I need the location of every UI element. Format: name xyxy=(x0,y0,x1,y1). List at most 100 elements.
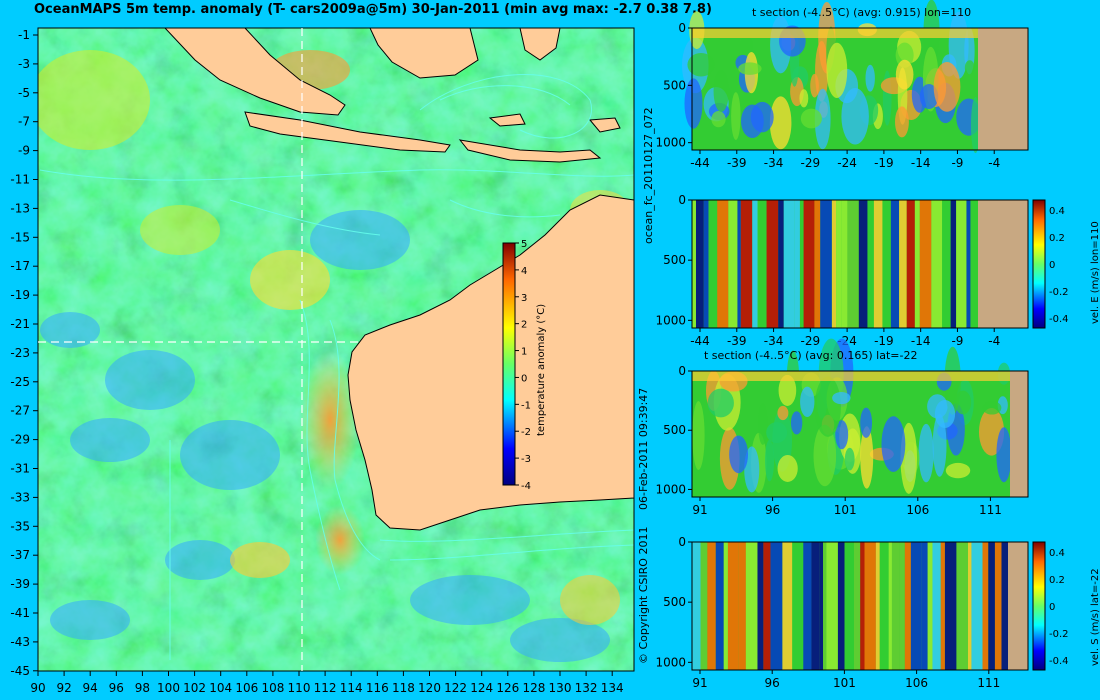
section-x-tick-label: -34 xyxy=(764,156,784,170)
land-mask xyxy=(1010,371,1028,497)
velocity-colorbar-tick-label: -0.4 xyxy=(1049,314,1069,325)
depth-tick-label: 0 xyxy=(678,364,686,378)
lat-tick-label: -33 xyxy=(10,490,30,504)
section-x-tick-label: -34 xyxy=(764,334,784,348)
section-x-tick-label: 91 xyxy=(692,676,707,690)
velocity-colorbar-tick-label: 0.2 xyxy=(1049,575,1065,586)
lon-tick-label: 102 xyxy=(183,681,206,695)
velocity-colorbar-tick-label: 0 xyxy=(1049,260,1055,271)
lat-tick-label: -17 xyxy=(10,259,30,273)
lon-tick-label: 96 xyxy=(109,681,124,695)
section-x-tick-label: -19 xyxy=(874,156,894,170)
section-panel-4: 0 500 1000 91 96 101 106 111 0.4 0.2 0 -0.2 -0.4 vel.… xyxy=(655,535,1100,690)
copyright-label: © Copyright CSIRO 2011 xyxy=(637,526,650,664)
section-x-tick-label: -29 xyxy=(801,156,821,170)
lat-tick-label: -1 xyxy=(18,28,30,42)
depth-tick-label: 0 xyxy=(678,193,686,207)
map-colorbar-label: temperature anomaly (°C) xyxy=(536,304,547,436)
land-mask xyxy=(1008,542,1028,670)
warm-anomaly-patches xyxy=(38,50,630,625)
depth-tick-label: 500 xyxy=(663,78,686,92)
section-x-tick-label: 111 xyxy=(977,676,1000,690)
panel-3-title: t section (-4..5°C) (avg: 0.165) lat=-22 xyxy=(704,349,918,362)
section-x-tick-label: -44 xyxy=(690,156,710,170)
velocity-colorbar-tick-label: -0.2 xyxy=(1049,287,1069,298)
velocity-colorbar xyxy=(1032,541,1046,671)
velocity-colorbar-tick-label: -0.4 xyxy=(1049,656,1069,667)
map-colorbar-tick-label: -3 xyxy=(521,454,531,465)
lat-tick-label: -21 xyxy=(10,317,30,331)
section-x-tick-label: 101 xyxy=(833,676,856,690)
lon-tick-label: 118 xyxy=(392,681,415,695)
land-mask xyxy=(978,28,1028,150)
section-x-tick-label: -9 xyxy=(951,334,963,348)
lon-tick-label: 104 xyxy=(209,681,232,695)
velocity-colorbar-label: vel. E (m/s) lon=110 xyxy=(1090,221,1100,324)
section-x-tick-label: -39 xyxy=(727,156,747,170)
lon-tick-label: 98 xyxy=(135,681,150,695)
section-x-tick-label: -24 xyxy=(837,156,857,170)
lat-tick-label: -13 xyxy=(10,201,30,215)
lon-tick-label: 100 xyxy=(157,681,180,695)
lat-tick-label: -15 xyxy=(10,230,30,244)
map-colorbar-tick-label: 0 xyxy=(521,373,527,384)
section-x-tick-label: -39 xyxy=(727,334,747,348)
section-x-tick-label: 101 xyxy=(834,503,857,517)
section-x-tick-label: -4 xyxy=(988,334,1000,348)
lat-tick-label: -45 xyxy=(10,664,30,678)
section-x-tick-label: -14 xyxy=(911,156,931,170)
section-panel-1: 0 500 1000 -44 -39 -34 -29 -24 -19 -14 -9 -4 xyxy=(655,0,1029,170)
lon-tick-label: 134 xyxy=(601,681,624,695)
lon-tick-label: 122 xyxy=(444,681,467,695)
lon-tick-label: 124 xyxy=(470,681,493,695)
depth-tick-label: 500 xyxy=(663,423,686,437)
section-x-tick-label: 96 xyxy=(765,676,780,690)
bathymetry-contours xyxy=(39,74,634,660)
map-colorbar-tick-label: 5 xyxy=(521,239,527,250)
section-x-tick-label: 91 xyxy=(692,503,707,517)
land-mass xyxy=(164,28,634,531)
cool-anomaly-patches xyxy=(40,210,610,662)
depth-tick-label: 1000 xyxy=(655,655,686,669)
section-x-tick-label: -19 xyxy=(874,334,894,348)
lat-tick-label: -29 xyxy=(10,433,30,447)
velocity-colorbar-label: vel. S (m/s) lat=-22 xyxy=(1090,568,1100,666)
lon-tick-label: 90 xyxy=(30,681,45,695)
section-x-tick-label: -44 xyxy=(690,334,710,348)
velocity-colorbar-tick-label: -0.2 xyxy=(1049,629,1069,640)
map-colorbar-tick-label: -1 xyxy=(521,400,531,411)
lon-tick-label: 120 xyxy=(418,681,441,695)
lat-tick-label: -27 xyxy=(10,404,30,418)
section-x-tick-label: 111 xyxy=(979,503,1002,517)
lon-tick-label: 92 xyxy=(56,681,71,695)
map-colorbar-tick-label: 2 xyxy=(521,320,527,331)
lat-tick-label: -37 xyxy=(10,548,30,562)
map-colorbar-tick-label: 1 xyxy=(521,347,527,358)
map-colorbar xyxy=(502,242,516,486)
lat-tick-label: -41 xyxy=(10,606,30,620)
section-x-tick-label: -14 xyxy=(911,334,931,348)
lat-tick-label: -31 xyxy=(10,462,30,476)
lat-tick-label: -35 xyxy=(10,519,30,533)
land-mask xyxy=(978,200,1028,328)
lon-tick-label: 110 xyxy=(288,681,311,695)
lat-tick-label: -5 xyxy=(18,86,30,100)
lat-tick-label: -7 xyxy=(18,115,30,129)
depth-tick-label: 0 xyxy=(678,21,686,35)
section-x-tick-label: 106 xyxy=(906,503,929,517)
lon-tick-label: 114 xyxy=(340,681,363,695)
depth-tick-label: 1000 xyxy=(655,482,686,496)
depth-tick-label: 1000 xyxy=(655,136,686,150)
lon-tick-label: 132 xyxy=(575,681,598,695)
lon-tick-label: 128 xyxy=(522,681,545,695)
map-colorbar-tick-label: -2 xyxy=(521,427,531,438)
lat-tick-label: -39 xyxy=(10,577,30,591)
section-x-tick-label: -29 xyxy=(801,334,821,348)
section-x-tick-label: 96 xyxy=(765,503,780,517)
figure-title: OceanMAPS 5m temp. anomaly (T- cars2009a… xyxy=(34,2,712,17)
lon-tick-label: 108 xyxy=(261,681,284,695)
map-colorbar-tick-label: 3 xyxy=(521,293,527,304)
depth-tick-label: 500 xyxy=(663,595,686,609)
